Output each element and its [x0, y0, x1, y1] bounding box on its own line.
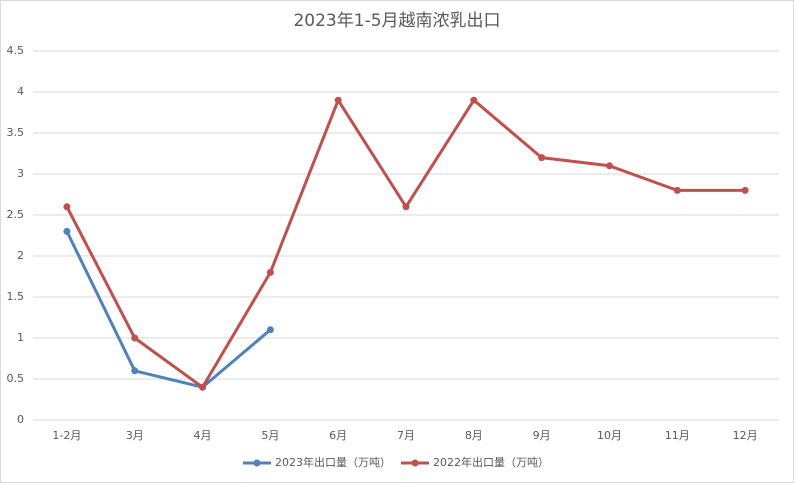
y-tick-label: 4: [17, 85, 24, 98]
y-tick-label: 1: [17, 331, 24, 344]
y-tick-label: 0: [17, 413, 24, 426]
data-point: [266, 326, 274, 334]
y-tick-label: 4.5: [7, 44, 25, 57]
legend-label: 2022年出口量（万吨）: [433, 455, 549, 469]
y-tick-label: 3.5: [7, 126, 25, 139]
data-point: [334, 96, 342, 104]
legend-marker: [253, 459, 261, 467]
data-point: [741, 186, 749, 194]
x-tick-label: 8月: [465, 429, 483, 442]
legend-label: 2023年出口量（万吨）: [275, 455, 391, 469]
y-tick-label: 1.5: [7, 290, 25, 303]
x-tick-label: 10月: [597, 429, 622, 442]
data-point: [402, 203, 410, 211]
legend-marker: [411, 459, 419, 467]
data-point: [266, 268, 274, 276]
data-point: [538, 154, 546, 162]
data-point: [131, 334, 139, 342]
data-point: [470, 96, 478, 104]
data-point: [63, 227, 71, 235]
x-tick-label: 6月: [329, 429, 347, 442]
x-tick-label: 12月: [733, 429, 758, 442]
y-tick-label: 3: [17, 167, 24, 180]
data-point: [131, 367, 139, 375]
data-point: [63, 203, 71, 211]
y-tick-label: 2: [17, 249, 24, 262]
x-tick-label: 9月: [533, 429, 551, 442]
x-tick-label: 7月: [397, 429, 415, 442]
chart-title: 2023年1-5月越南浓乳出口: [293, 11, 500, 31]
data-point: [605, 162, 613, 170]
data-point: [673, 186, 681, 194]
x-tick-label: 11月: [665, 429, 690, 442]
y-tick-label: 0.5: [7, 372, 25, 385]
x-tick-label: 4月: [194, 429, 212, 442]
x-tick-label: 1-2月: [52, 429, 81, 442]
data-point: [199, 383, 207, 391]
series-line: [65, 230, 272, 389]
y-tick-label: 2.5: [7, 208, 25, 221]
x-tick-label: 5月: [261, 429, 279, 442]
x-tick-label: 3月: [126, 429, 144, 442]
